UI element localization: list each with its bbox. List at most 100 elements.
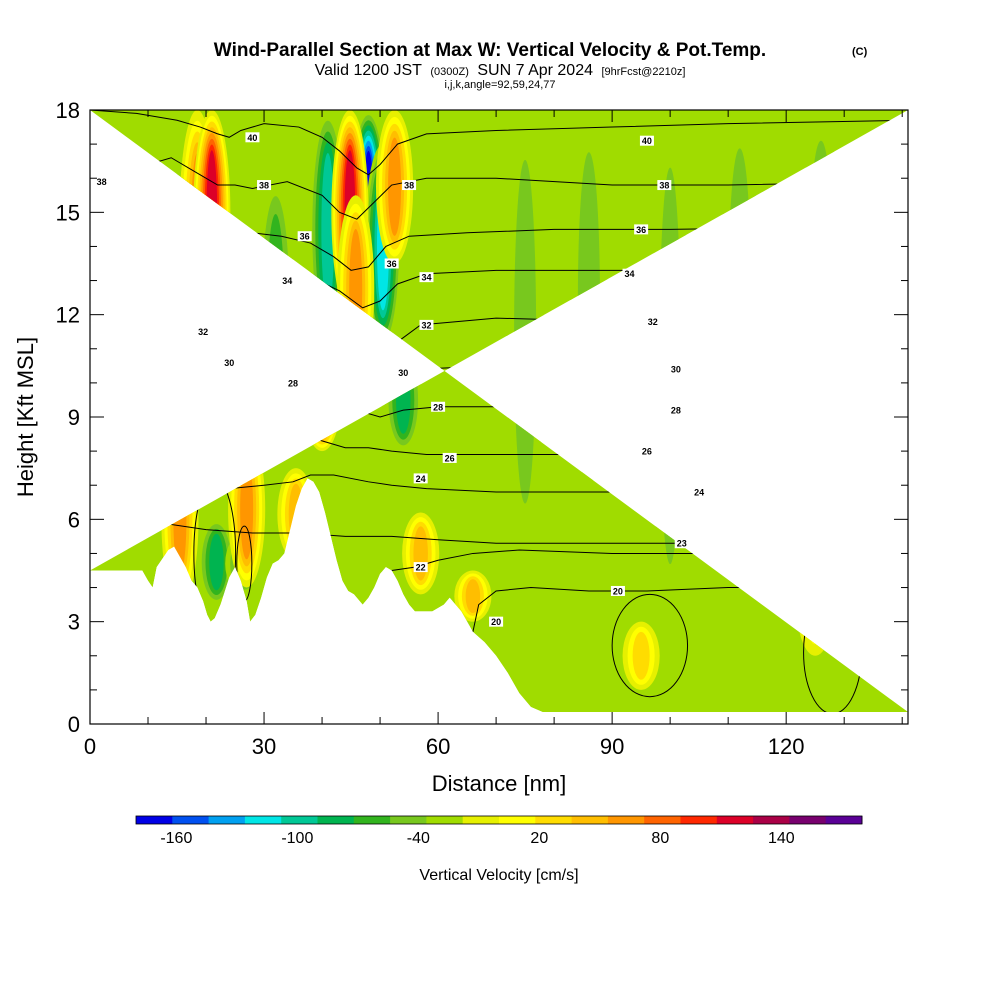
contour-label-text: 40: [642, 136, 652, 146]
contour-label-bg: [413, 473, 428, 484]
contour-label-text: 23: [677, 539, 687, 549]
y-tick-label: 9: [68, 405, 80, 430]
updraft-band: [388, 137, 402, 236]
contour-label-bg: [489, 616, 504, 627]
x-axis-label: Distance [nm]: [432, 771, 567, 796]
contour-label-bg: [622, 268, 637, 279]
updraft-band: [206, 150, 218, 275]
contour-label-text: 38: [259, 181, 269, 191]
y-axis-label: Height [Kft MSL]: [13, 337, 38, 497]
contour-label: 38: [657, 180, 672, 191]
forecast-info: [9hrFcst@2210z]: [601, 66, 685, 78]
contour-label-text: 28: [433, 402, 443, 412]
contour-label-bg: [419, 319, 434, 330]
contour-label-bg: [419, 272, 434, 283]
contour-label-bg: [634, 224, 649, 235]
colorbar-tick-label: -100: [281, 830, 313, 847]
contour-label-text: 28: [671, 406, 681, 416]
y-tick-label: 18: [56, 98, 80, 123]
y-tick-label: 6: [68, 507, 80, 532]
updraft-band: [305, 352, 339, 448]
contour-label-text: 34: [282, 276, 292, 286]
contour-label: 20: [610, 585, 625, 596]
valid-time-line: Valid 1200 JST (0300Z) SUN 7 Apr 2024 [9…: [315, 62, 686, 79]
contour-label-bg: [297, 231, 312, 242]
contour-label: 34: [280, 275, 295, 286]
colorbar-swatch: [244, 816, 282, 824]
contour-label: 32: [419, 319, 434, 330]
colorbar: -160 -100 -40 20 80 140: [135, 815, 863, 847]
colorbar-swatch: [172, 816, 210, 824]
theta-contour-38: [90, 157, 908, 220]
downdraft-band: [728, 148, 751, 413]
colorbar-tick-label: 140: [768, 830, 795, 847]
contour-label-text: 32: [198, 327, 208, 337]
colorbar-swatch: [136, 816, 173, 824]
contour-label: 30: [396, 367, 411, 378]
colorbar-swatch: [535, 816, 573, 824]
downdraft-band: [267, 214, 285, 382]
contour-label-bg: [94, 176, 109, 187]
contour-label: 36: [297, 231, 312, 242]
contour-label-text: 32: [648, 317, 658, 327]
copyright-mark: (C): [852, 46, 868, 58]
x-tick-label: 90: [600, 734, 624, 759]
colorbar-swatch: [789, 816, 827, 824]
contour-label: 36: [384, 258, 399, 269]
contour-label-bg: [222, 357, 237, 368]
contour-label-text: 36: [300, 232, 310, 242]
colorbar-swatch: [426, 816, 464, 824]
contour-label: 30: [668, 364, 683, 375]
contour-label: 26: [442, 452, 457, 463]
contour-label-text: 30: [671, 365, 681, 375]
downdraft-band: [514, 159, 537, 504]
updraft-band: [303, 348, 341, 452]
x-tick-label: 30: [252, 734, 276, 759]
contour-label: 26: [639, 446, 654, 457]
colorbar-frame: [135, 815, 863, 825]
updraft-band: [312, 361, 333, 438]
utc-time: (0300Z): [430, 66, 469, 78]
downdraft-band: [577, 152, 600, 444]
updraft-band: [307, 355, 337, 445]
contour-label-bg: [413, 562, 428, 573]
valid-prefix: Valid 1200 JST: [315, 62, 423, 79]
colorbar-swatch: [281, 816, 318, 824]
contour-label: 34: [419, 272, 434, 283]
contour-label: 38: [94, 176, 109, 187]
colorbar-swatch: [825, 816, 863, 824]
updraft-band: [349, 229, 363, 350]
contour-label-bg: [668, 364, 683, 375]
terrain-mask: [90, 478, 908, 724]
contour-label-text: 26: [445, 453, 455, 463]
colorbar-swatch: [317, 816, 355, 824]
contour-label-bg: [668, 405, 683, 416]
colorbar-tick-label: -160: [160, 830, 192, 847]
contour-label: 20: [489, 616, 504, 627]
theta-contour-40: [90, 110, 908, 176]
colorbar-swatch: [607, 816, 645, 824]
closed-contour: [611, 593, 689, 698]
contour-label-text: 36: [636, 225, 646, 235]
colorbar-swatch: [716, 816, 754, 824]
section-params: i,j,k,angle=92,59,24,77: [444, 79, 555, 91]
contour-label-text: 38: [659, 181, 669, 191]
contour-label-text: 34: [421, 273, 431, 283]
colorbar-swatch: [353, 816, 391, 824]
contour-label-text: 36: [387, 259, 397, 269]
contour-label: 32: [196, 326, 211, 337]
plot-area: 40 40 38 38 38 38 36 36 36 34 34 34 32 32 32 30 30 30 28 28…: [90, 110, 908, 724]
contour-label: 30: [222, 357, 237, 368]
contour-label: 38: [257, 180, 272, 191]
y-tick-label: 15: [56, 200, 80, 225]
contour-label-text: 30: [224, 358, 234, 368]
colorbar-swatch: [680, 816, 718, 824]
contour-label-bg: [280, 275, 295, 286]
updraft-band: [316, 368, 328, 432]
contour-label-text: 32: [421, 320, 431, 330]
chart-title: Wind-Parallel Section at Max W: Vertical…: [214, 40, 766, 61]
colorbar-swatch: [571, 816, 609, 824]
updraft-band: [804, 564, 827, 645]
contour-label-bg: [396, 367, 411, 378]
